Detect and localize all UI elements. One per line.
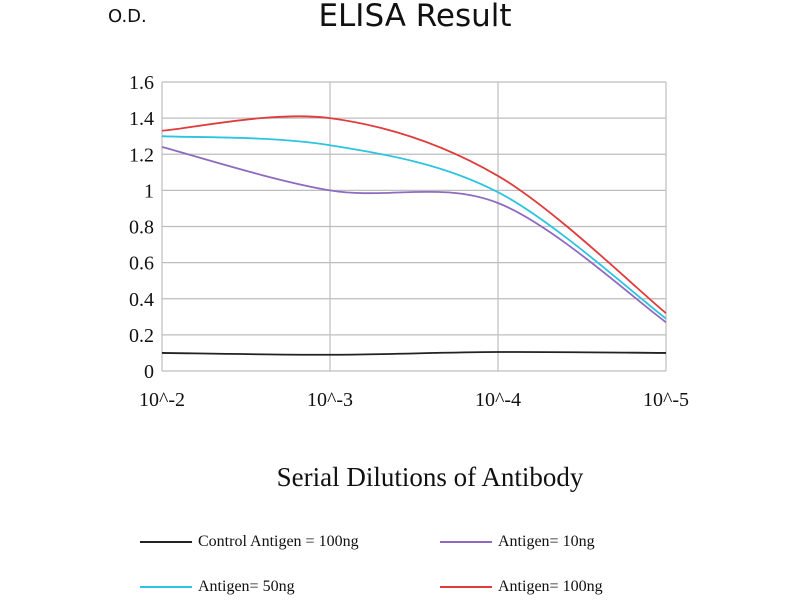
y-tick-label: 0.8	[129, 217, 154, 239]
series-lines	[161, 115, 667, 356]
y-tick-label: 1.4	[129, 108, 154, 130]
x-axis-label: Serial Dilutions of Antibody	[276, 462, 584, 492]
y-tick-label: 0.4	[129, 289, 154, 311]
x-tick-label: 10^-2	[139, 389, 185, 411]
legend-swatch-control	[140, 541, 192, 543]
y-tick-label: 1	[144, 180, 154, 202]
legend-item-control: Control Antigen = 100ng	[140, 533, 359, 551]
grid	[161, 81, 667, 372]
legend-item-50ng: Antigen= 50ng	[140, 578, 295, 596]
x-tick-labels: 10^-2 10^-3 10^-4 10^-5	[139, 389, 689, 411]
legend-label-10ng: Antigen= 10ng	[498, 533, 595, 550]
legend-item-100ng: Antigen= 100ng	[440, 578, 603, 596]
y-tick-label: 1.2	[129, 144, 154, 166]
y-axis-label: O.D.	[108, 6, 147, 27]
x-tick-label: 10^-4	[475, 389, 521, 411]
x-tick-label: 10^-5	[643, 389, 689, 411]
y-tick-label: 0.6	[129, 253, 154, 275]
chart-title: ELISA Result	[318, 0, 512, 34]
y-tick-label: 0	[144, 361, 154, 383]
y-tick-label: 0.2	[129, 325, 154, 347]
legend-label-100ng: Antigen= 100ng	[498, 578, 603, 595]
y-tick-label: 1.6	[129, 72, 154, 94]
legend-swatch-10ng	[440, 541, 492, 543]
x-tick-label: 10^-3	[307, 389, 353, 411]
legend-label-control: Control Antigen = 100ng	[198, 533, 359, 550]
series-line-2	[161, 135, 667, 320]
legend-swatch-100ng	[440, 586, 492, 588]
legend-item-10ng: Antigen= 10ng	[440, 533, 595, 551]
legend-label-50ng: Antigen= 50ng	[198, 578, 295, 595]
y-tick-labels: 0 0.2 0.4 0.6 0.8 1 1.2 1.4 1.6	[129, 72, 154, 383]
legend-swatch-50ng	[140, 586, 192, 588]
series-line-1	[161, 146, 667, 323]
series-line-0	[161, 351, 667, 356]
series-line-3	[161, 115, 667, 314]
